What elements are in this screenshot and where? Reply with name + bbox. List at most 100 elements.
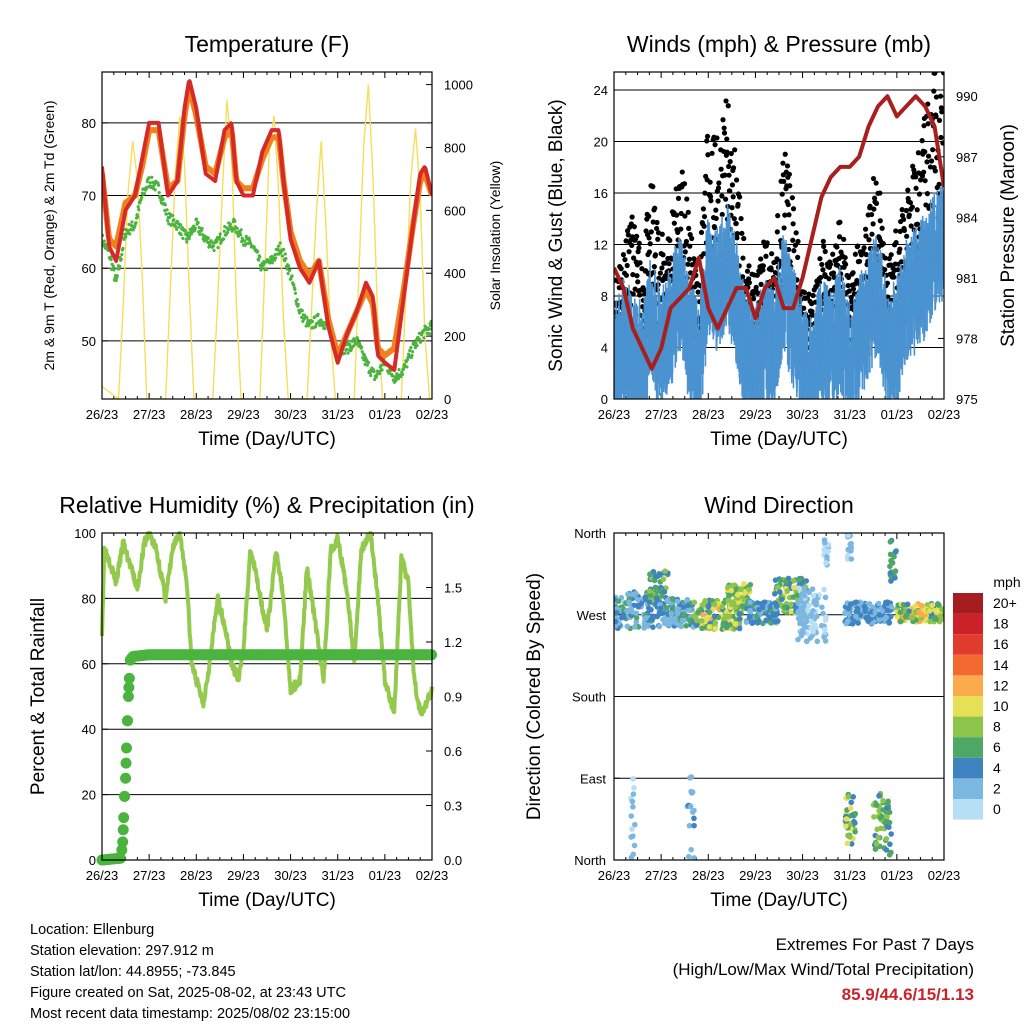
direction-point (750, 619, 757, 626)
dewpoint-point (179, 223, 183, 227)
direction-point (887, 570, 894, 577)
wind-series (614, 178, 944, 399)
direction-point (847, 805, 854, 811)
gust-point (681, 181, 688, 187)
y2-axis-label: Station Pressure (Maroon) (998, 124, 1019, 347)
direction-point (875, 834, 881, 841)
dewpoint-point (313, 315, 317, 319)
dewpoint-point (179, 233, 183, 237)
gust-point (689, 235, 695, 242)
direction-point (631, 785, 637, 791)
gust-point (897, 246, 903, 252)
direction-point (819, 604, 825, 611)
y-tick-label: 20 (594, 135, 608, 150)
direction-point (691, 855, 697, 860)
gust-point (856, 258, 863, 264)
dewpoint-point (418, 340, 423, 344)
direction-point (854, 606, 860, 613)
direction-point (687, 803, 694, 810)
gust-point (795, 238, 801, 245)
gust-point (713, 215, 719, 222)
gust-point (758, 281, 764, 287)
dewpoint-point (366, 361, 371, 365)
gust-point (924, 191, 931, 197)
y-tick-label: 20 (82, 788, 96, 803)
direction-point (770, 611, 777, 617)
gust-point (882, 255, 888, 261)
dewpoint-point (119, 257, 123, 261)
y2-tick-label: 975 (956, 392, 978, 407)
direction-point (690, 862, 696, 868)
gust-point (654, 219, 660, 226)
dewpoint-point (305, 315, 309, 319)
direction-point (643, 615, 649, 621)
gust-point (712, 142, 718, 148)
gust-point (723, 196, 729, 202)
direction-point (729, 601, 735, 608)
direction-point (633, 614, 640, 621)
gust-point (733, 177, 740, 183)
gust-point (715, 185, 722, 191)
x-tick-label: 27/23 (133, 868, 166, 883)
dewpoint-point (163, 203, 167, 207)
x-tick-label: 02/23 (416, 868, 449, 883)
direction-point (649, 613, 656, 620)
dewpoint-point (352, 337, 356, 341)
gust-point (721, 125, 727, 131)
y-tick-label: 80 (82, 116, 96, 131)
y2-tick-label: 0.0 (444, 853, 462, 868)
dewpoint-point (192, 224, 196, 228)
direction-point (887, 538, 894, 545)
y-tick-label: 24 (594, 83, 608, 98)
dewpoint-point (408, 348, 412, 353)
dewpoint-point (121, 246, 125, 251)
chart-title: Temperature (F) (185, 31, 350, 57)
direction-point (719, 603, 725, 610)
dewpoint-point (422, 336, 426, 340)
dewpoint-point (153, 188, 157, 192)
y-tick-label: 8 (601, 289, 608, 304)
gust-point (938, 93, 944, 99)
gust-point (659, 231, 665, 237)
direction-point (635, 602, 641, 609)
x-tick-label: 28/23 (692, 407, 725, 422)
dewpoint-point (344, 347, 348, 351)
direction-point (691, 822, 697, 829)
gust-point (830, 270, 837, 276)
direction-point (706, 609, 713, 616)
gust-point (650, 184, 656, 190)
gust-point (863, 233, 869, 239)
direction-point (781, 604, 788, 610)
gust-point (873, 200, 880, 207)
precip-point (117, 836, 129, 848)
gust-point (624, 228, 631, 234)
dewpoint-point (396, 377, 401, 381)
direction-point (788, 601, 794, 608)
direction-point (642, 594, 649, 601)
direction-point (848, 540, 854, 547)
y-tick-label: 100 (74, 526, 96, 541)
dewpoint-point (427, 332, 432, 336)
gust-point (933, 114, 939, 120)
gust-point (787, 183, 793, 189)
y2-tick-label: 600 (444, 203, 466, 218)
direction-point (771, 618, 778, 625)
gust-point (685, 261, 691, 267)
dewpoint-point (319, 318, 323, 322)
gust-point (862, 226, 869, 232)
dewpoint-point (308, 321, 312, 325)
y2-tick-label: 0 (444, 392, 451, 407)
legend-swatch (953, 778, 983, 799)
direction-point (843, 823, 849, 829)
dewpoint-point (233, 219, 237, 223)
station-latlon: Station lat/lon: 44.8955; -73.845 (30, 964, 236, 980)
gust-point (714, 135, 720, 141)
direction-point (848, 556, 855, 562)
gust-point (701, 213, 708, 220)
direction-point (773, 600, 779, 607)
direction-point (712, 625, 719, 632)
dewpoint-point (130, 220, 134, 224)
direction-point (804, 607, 811, 614)
direction-point (661, 589, 668, 595)
gust-point (786, 212, 792, 218)
